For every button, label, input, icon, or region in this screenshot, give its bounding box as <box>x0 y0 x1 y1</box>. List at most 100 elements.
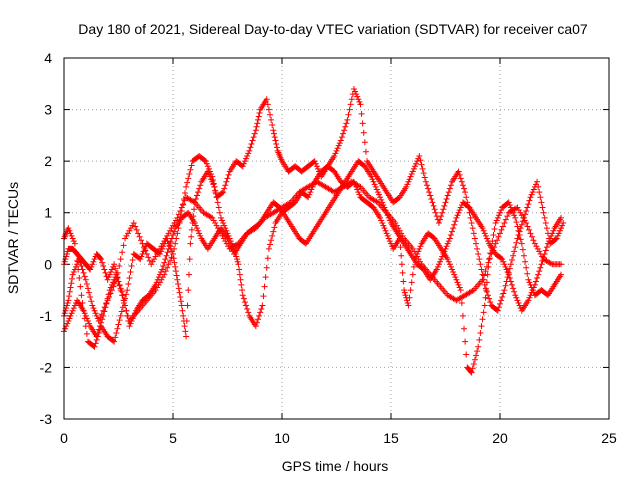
data-point-marker <box>185 287 192 294</box>
data-point-marker <box>101 308 108 315</box>
data-point-marker <box>233 256 240 263</box>
data-point-marker <box>446 235 453 242</box>
data-point-marker <box>469 365 476 372</box>
data-point-marker <box>92 340 99 347</box>
data-point-marker <box>444 240 451 247</box>
data-point-marker <box>487 299 494 306</box>
data-point-marker <box>355 96 362 103</box>
data-point-marker <box>180 312 187 319</box>
data-point-marker <box>526 197 533 204</box>
data-point-marker <box>81 273 88 280</box>
data-point-marker <box>98 256 105 263</box>
data-point-marker <box>536 248 543 255</box>
data-point-marker <box>71 302 78 309</box>
data-point-marker <box>409 245 416 252</box>
data-point-marker <box>188 233 195 240</box>
data-point-marker <box>220 220 227 227</box>
data-point-marker <box>520 252 527 259</box>
data-point-marker <box>111 338 118 345</box>
data-point-marker <box>433 266 440 273</box>
data-point-marker <box>522 258 529 265</box>
data-point-marker <box>516 302 523 309</box>
data-point-marker <box>167 238 174 245</box>
data-point-marker <box>116 281 123 288</box>
data-point-marker <box>116 263 123 270</box>
data-point-marker <box>90 305 97 312</box>
data-point-marker <box>126 227 133 234</box>
data-point-marker <box>175 285 182 292</box>
data-point-marker <box>416 245 423 252</box>
data-point-marker <box>518 221 525 228</box>
data-point-marker <box>382 207 389 214</box>
data-point-marker <box>531 281 538 288</box>
data-point-marker <box>224 175 231 182</box>
data-point-marker <box>454 279 461 286</box>
data-point-marker <box>507 204 514 211</box>
data-point-marker <box>207 214 214 221</box>
data-point-marker <box>201 157 208 164</box>
data-point-marker <box>336 140 343 147</box>
data-point-marker <box>386 217 393 224</box>
data-point-marker <box>209 214 216 221</box>
data-point-marker <box>498 255 505 262</box>
data-point-marker <box>540 209 547 216</box>
data-point-marker <box>139 250 146 257</box>
data-point-marker <box>213 194 220 201</box>
data-point-marker <box>410 263 417 270</box>
data-point-marker <box>455 281 462 288</box>
data-point-marker <box>534 178 541 185</box>
data-point-marker <box>427 192 434 199</box>
data-point-marker <box>459 182 466 189</box>
data-point-marker <box>430 202 437 209</box>
data-point-marker <box>265 245 272 252</box>
data-point-marker <box>138 237 145 244</box>
data-point-marker <box>210 217 217 224</box>
data-point-marker <box>499 223 506 230</box>
data-point-marker <box>370 178 377 185</box>
data-point-marker <box>102 304 109 311</box>
data-point-marker <box>380 222 387 229</box>
data-point-marker <box>337 137 344 144</box>
data-point-marker <box>251 130 258 137</box>
data-point-marker <box>500 290 507 297</box>
data-point-marker <box>75 266 82 273</box>
data-point-marker <box>401 289 408 296</box>
data-point-marker <box>385 214 392 221</box>
data-point-marker <box>215 204 222 211</box>
data-point-marker <box>152 253 159 260</box>
data-point-marker <box>209 178 216 185</box>
data-point-marker <box>88 263 95 270</box>
data-point-marker <box>236 266 243 273</box>
data-point-marker <box>258 305 265 312</box>
data-point-marker <box>123 291 130 298</box>
data-point-marker <box>124 230 131 237</box>
data-point-marker <box>204 168 211 175</box>
axis-ticks <box>63 57 610 420</box>
data-point-marker <box>208 176 215 183</box>
data-point-marker <box>190 198 197 205</box>
data-point-marker <box>560 220 567 227</box>
data-point-marker <box>414 250 421 257</box>
data-point-marker <box>501 287 508 294</box>
data-point-marker <box>447 182 454 189</box>
data-point-marker <box>119 249 126 256</box>
data-point-marker <box>309 183 316 190</box>
data-point-marker <box>241 299 248 306</box>
data-point-marker <box>248 140 255 147</box>
data-point-marker <box>469 225 476 232</box>
data-point-marker <box>271 224 278 231</box>
data-point-marker <box>119 292 126 299</box>
data-point-marker <box>181 197 188 204</box>
data-point-marker <box>165 230 172 237</box>
data-point-marker <box>523 207 530 214</box>
data-point-marker <box>255 116 262 123</box>
data-point-marker <box>221 185 228 192</box>
data-point-marker <box>423 182 430 189</box>
data-point-marker <box>434 263 441 270</box>
data-point-marker <box>122 302 129 309</box>
data-point-marker <box>263 264 270 271</box>
data-point-marker <box>475 343 482 350</box>
data-point-marker <box>446 185 453 192</box>
data-point-marker <box>440 250 447 257</box>
data-point-marker <box>438 256 445 263</box>
